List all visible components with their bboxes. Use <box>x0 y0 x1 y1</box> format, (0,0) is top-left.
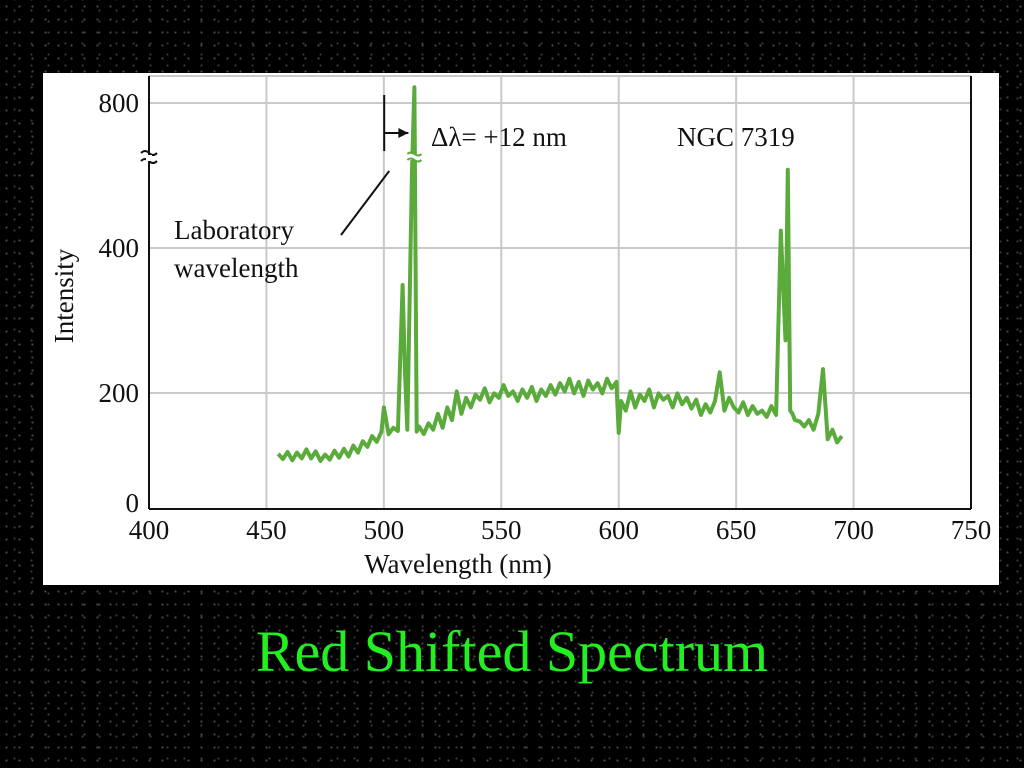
peak-break-gap <box>406 154 423 160</box>
x-tick-500: 500 <box>364 515 405 545</box>
x-tick-700: 700 <box>833 515 874 545</box>
tick-labels: 400 450 500 550 600 650 700 750 0 200 400 800 <box>99 88 992 545</box>
x-tick-750: 750 <box>951 515 992 545</box>
x-tick-650: 650 <box>716 515 757 545</box>
galaxy-name-annotation: NGC 7319 <box>677 122 795 152</box>
delta-lambda-annotation: Δλ= +12 nm <box>431 122 567 152</box>
x-tick-450: 450 <box>246 515 287 545</box>
x-tick-600: 600 <box>598 515 639 545</box>
lab-wavelength-line1: Laboratory <box>174 215 294 245</box>
y-axis-break-gap <box>146 155 152 161</box>
spectrum-chart: 400 450 500 550 600 650 700 750 0 200 400 800 Wavel… <box>49 75 992 579</box>
x-axis-title: Wavelength (nm) <box>364 549 552 579</box>
y-tick-0: 0 <box>126 488 140 518</box>
axes <box>140 76 972 510</box>
lab-wavelength-leader <box>340 170 391 236</box>
y-axis-title: Intensity <box>49 248 79 343</box>
peak-break-mark <box>406 151 423 163</box>
y-tick-400: 400 <box>99 233 140 263</box>
x-tick-550: 550 <box>481 515 522 545</box>
annotation-arrows <box>340 95 409 236</box>
y-tick-200: 200 <box>99 378 140 408</box>
x-tick-400: 400 <box>129 515 170 545</box>
y-tick-800: 800 <box>99 88 140 118</box>
shift-arrow-head <box>398 128 409 138</box>
spectrum-line <box>276 85 844 463</box>
plot-area <box>276 85 844 463</box>
chart-panel: 400 450 500 550 600 650 700 750 0 200 400 800 Wavel… <box>43 73 999 585</box>
slide-title: Red Shifted Spectrum <box>255 619 769 684</box>
lab-wavelength-line2: wavelength <box>174 253 299 283</box>
